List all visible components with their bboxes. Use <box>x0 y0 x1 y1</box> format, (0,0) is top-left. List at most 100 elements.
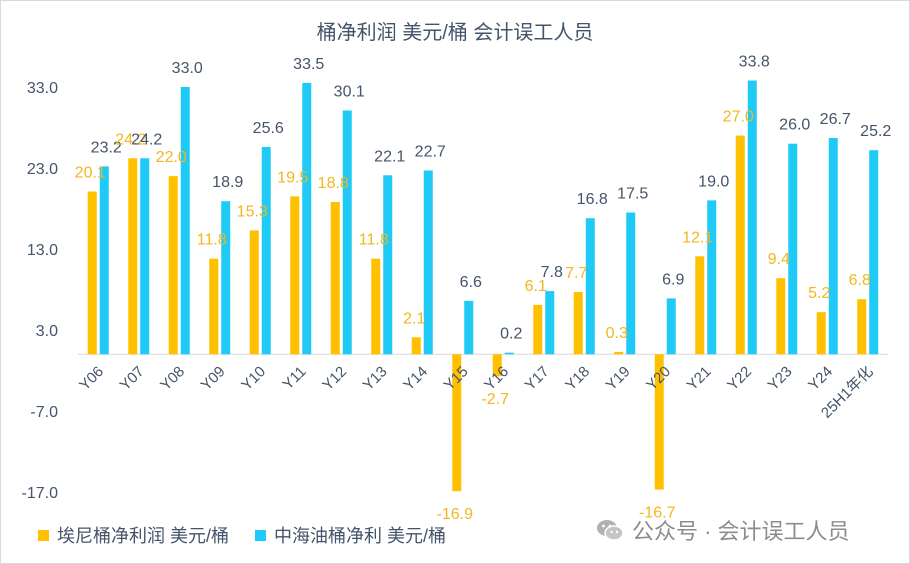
y-tick-label: 13.0 <box>27 242 58 259</box>
data-label-eni: 6.8 <box>849 272 871 289</box>
bar-cnooc <box>383 175 393 355</box>
y-tick-label: 3.0 <box>36 323 58 340</box>
x-tick-label: Y17 <box>522 363 553 394</box>
wechat-icon <box>596 518 624 542</box>
legend-item-eni: 埃尼桶净利润 美元/桶 <box>38 522 229 548</box>
data-label-eni: 5.2 <box>808 285 830 302</box>
bar-cnooc <box>180 87 190 355</box>
data-label-cnooc: 26.0 <box>779 117 810 134</box>
bar-cnooc <box>626 212 636 355</box>
bar-eni <box>249 230 259 355</box>
x-tick-label: Y19 <box>603 363 634 394</box>
x-tick-label: Y06 <box>76 363 107 394</box>
x-tick-label: Y10 <box>238 363 269 394</box>
data-label-eni: 19.5 <box>277 169 308 186</box>
bar-eni <box>735 135 745 355</box>
data-label-cnooc: 6.9 <box>662 271 684 288</box>
x-tick-label: Y15 <box>441 363 472 394</box>
bar-cnooc <box>747 80 757 355</box>
bar-eni <box>209 258 219 355</box>
bar-cnooc <box>342 110 352 355</box>
x-tick-label: Y14 <box>400 363 431 394</box>
bar-eni <box>290 196 300 355</box>
bar-eni <box>452 354 462 492</box>
chart-legend: 埃尼桶净利润 美元/桶 中海油桶净利 美元/桶 <box>38 522 446 548</box>
data-label-eni: -16.9 <box>437 506 474 523</box>
bar-eni <box>371 258 381 355</box>
bar-cnooc <box>869 150 879 355</box>
bar-eni <box>168 176 178 355</box>
data-label-eni: 22.0 <box>156 149 187 166</box>
bar-eni <box>87 191 97 355</box>
data-label-eni: 27.0 <box>723 109 754 126</box>
data-label-cnooc: 19.0 <box>698 173 729 190</box>
data-label-cnooc: 16.8 <box>577 191 608 208</box>
bar-eni <box>857 299 867 355</box>
data-label-cnooc: 7.8 <box>541 264 563 281</box>
legend-label-eni: 埃尼桶净利润 美元/桶 <box>57 526 230 546</box>
data-label-eni: 20.1 <box>75 164 106 181</box>
bar-eni <box>614 351 624 355</box>
bar-eni <box>654 354 664 490</box>
bar-cnooc <box>666 298 676 355</box>
y-tick-label: 33.0 <box>27 80 58 97</box>
bar-cnooc <box>504 352 514 355</box>
x-tick-label: Y24 <box>805 363 836 394</box>
y-tick-label: -17.0 <box>22 485 59 502</box>
chart-title: 桶净利润 美元/桶 会计误工人员 <box>316 22 594 44</box>
data-label-cnooc: 22.1 <box>374 148 405 165</box>
data-label-cnooc: 23.2 <box>91 139 122 156</box>
bar-eni <box>816 312 826 355</box>
bar-cnooc <box>423 170 433 355</box>
data-label-eni: 12.1 <box>682 229 713 246</box>
bar-cnooc <box>707 200 717 355</box>
bar-cnooc <box>99 166 109 355</box>
x-tick-label: Y22 <box>724 363 755 394</box>
watermark-text: 公众号 · 会计误工人员 <box>632 519 850 544</box>
y-tick-label: -7.0 <box>30 404 58 421</box>
bar-eni <box>776 278 786 355</box>
bar-cnooc <box>140 158 150 355</box>
x-tick-label: Y11 <box>279 363 309 393</box>
bar-cnooc <box>828 138 838 355</box>
data-label-cnooc: 0.2 <box>500 326 522 343</box>
bar-cnooc <box>585 218 595 355</box>
legend-item-cnooc: 中海油桶净利 美元/桶 <box>255 522 446 548</box>
x-tick-label: Y08 <box>157 363 188 394</box>
data-label-eni: 18.8 <box>318 175 349 192</box>
x-tick-label: Y21 <box>684 363 715 394</box>
data-label-cnooc: 6.6 <box>460 274 482 291</box>
data-label-cnooc: 26.7 <box>820 111 851 128</box>
bar-eni <box>573 291 583 355</box>
data-label-cnooc: 18.9 <box>212 174 243 191</box>
x-tick-label: Y20 <box>643 363 674 394</box>
data-label-eni: 0.3 <box>606 325 628 342</box>
data-label-cnooc: 33.0 <box>172 60 203 77</box>
bar-eni <box>492 354 502 377</box>
data-label-eni: 15.3 <box>237 203 268 220</box>
data-label-cnooc: 25.6 <box>253 120 284 137</box>
bar-cnooc <box>464 300 474 355</box>
x-tick-label: Y13 <box>360 363 391 394</box>
data-label-cnooc: 33.8 <box>739 54 770 71</box>
bar-cnooc <box>788 143 798 355</box>
data-label-cnooc: 33.5 <box>293 56 324 73</box>
x-tick-label: Y16 <box>481 363 512 394</box>
bar-eni <box>695 256 705 355</box>
data-label-eni: 2.1 <box>403 310 425 327</box>
data-label-eni: -16.7 <box>639 505 676 522</box>
watermark: 公众号 · 会计误工人员 <box>596 514 850 546</box>
data-label-eni: 6.1 <box>525 278 547 295</box>
data-label-cnooc: 30.1 <box>334 83 365 100</box>
x-tick-label: Y12 <box>319 363 350 394</box>
data-label-cnooc: 25.2 <box>860 123 891 140</box>
legend-label-cnooc: 中海油桶净利 美元/桶 <box>274 526 447 546</box>
bar-cnooc <box>261 146 271 355</box>
x-tick-label: Y09 <box>198 363 229 394</box>
bar-cnooc <box>302 82 312 355</box>
bar-cnooc <box>221 201 231 355</box>
data-label-eni: -2.7 <box>481 391 509 408</box>
x-tick-label: Y23 <box>765 363 796 394</box>
data-label-cnooc: 17.5 <box>617 186 648 203</box>
